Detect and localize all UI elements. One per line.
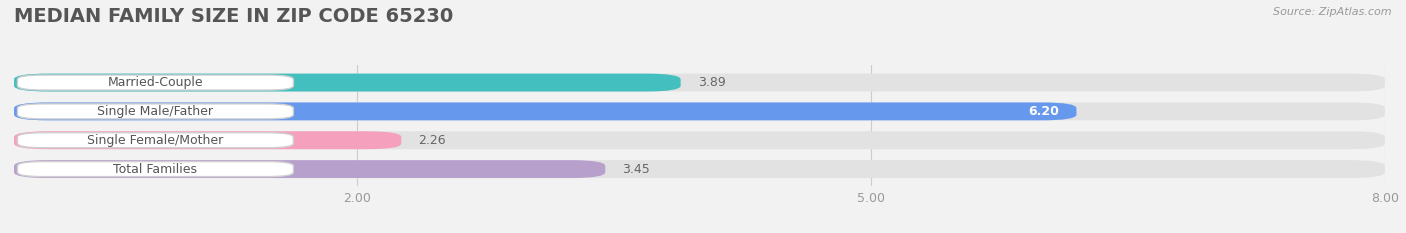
Text: 3.45: 3.45 xyxy=(623,163,650,176)
FancyBboxPatch shape xyxy=(17,75,294,90)
Text: Total Families: Total Families xyxy=(114,163,197,176)
FancyBboxPatch shape xyxy=(17,162,294,177)
FancyBboxPatch shape xyxy=(14,74,681,92)
FancyBboxPatch shape xyxy=(14,131,401,149)
Text: 6.20: 6.20 xyxy=(1028,105,1059,118)
FancyBboxPatch shape xyxy=(14,103,1385,120)
Text: 2.26: 2.26 xyxy=(419,134,446,147)
Text: Married-Couple: Married-Couple xyxy=(108,76,204,89)
Text: Single Male/Father: Single Male/Father xyxy=(97,105,214,118)
FancyBboxPatch shape xyxy=(14,160,1385,178)
FancyBboxPatch shape xyxy=(14,160,605,178)
FancyBboxPatch shape xyxy=(14,131,1385,149)
FancyBboxPatch shape xyxy=(14,103,1077,120)
Text: 3.89: 3.89 xyxy=(697,76,725,89)
Text: Source: ZipAtlas.com: Source: ZipAtlas.com xyxy=(1274,7,1392,17)
FancyBboxPatch shape xyxy=(17,133,294,148)
Text: Single Female/Mother: Single Female/Mother xyxy=(87,134,224,147)
FancyBboxPatch shape xyxy=(17,104,294,119)
FancyBboxPatch shape xyxy=(14,74,1385,92)
Text: MEDIAN FAMILY SIZE IN ZIP CODE 65230: MEDIAN FAMILY SIZE IN ZIP CODE 65230 xyxy=(14,7,453,26)
